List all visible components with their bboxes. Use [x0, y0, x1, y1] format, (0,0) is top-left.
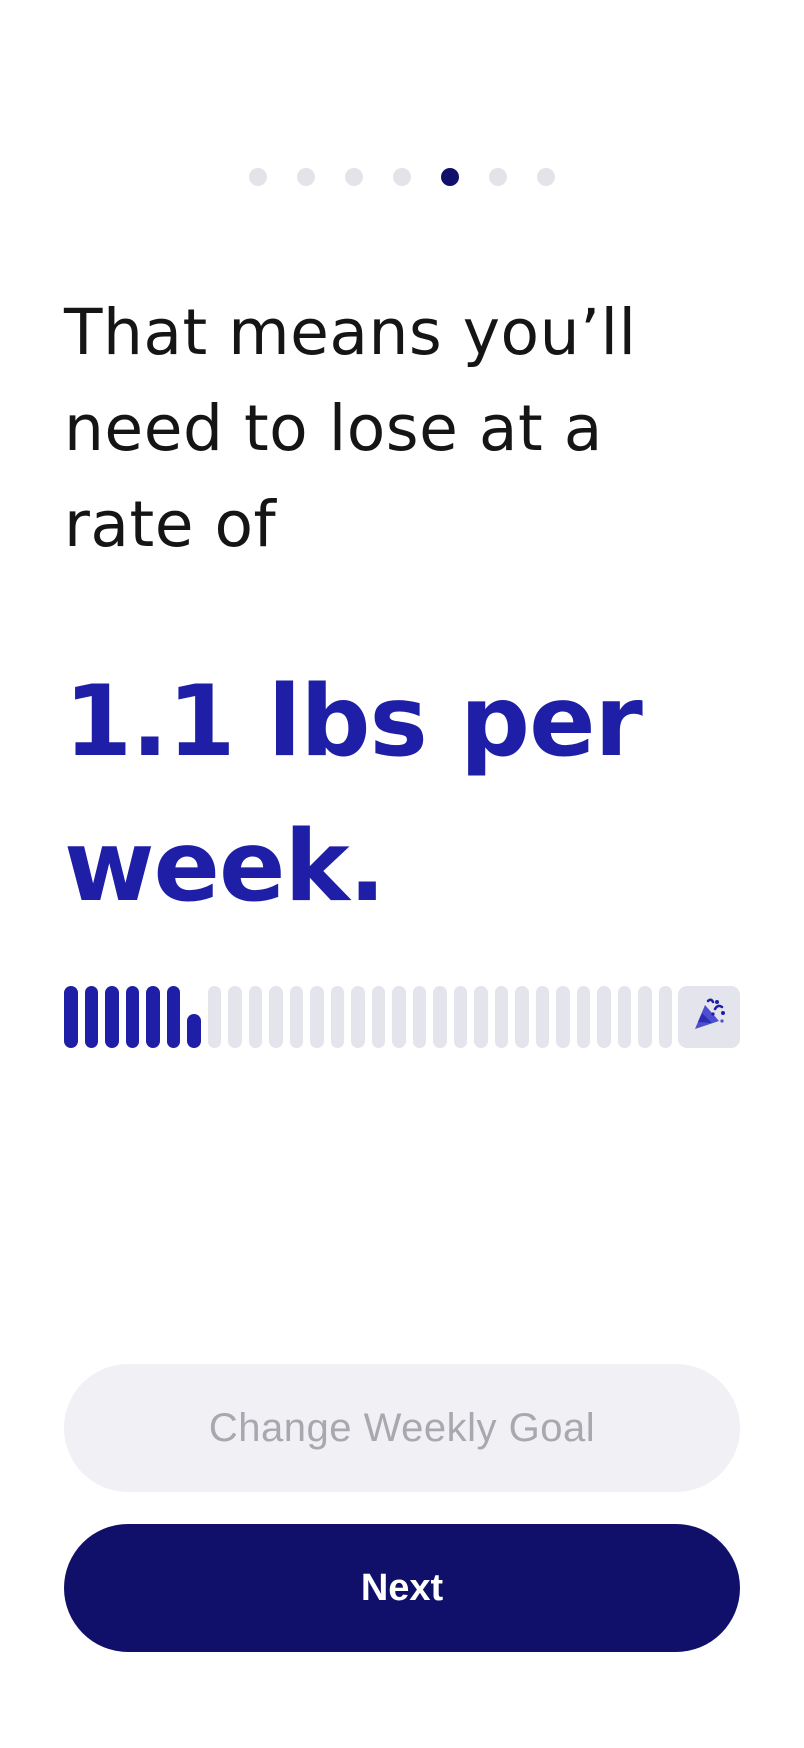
progress-bar-segment [228, 986, 242, 1048]
progress-bar-segment [289, 986, 303, 1048]
weekly-rate-value: 1.1 lbs per week. [64, 665, 643, 924]
progress-bar-segment [125, 986, 139, 1048]
progress-bar-segment [658, 986, 672, 1048]
progress-bar-segment [351, 986, 365, 1048]
progress-bar-segment [515, 986, 529, 1048]
progress-bar-segment [412, 986, 426, 1048]
progress-bar-segment [617, 986, 631, 1048]
step-dot [489, 168, 507, 186]
progress-bar-segment [207, 986, 221, 1048]
progress-bar-segment [105, 986, 119, 1048]
progress-bar-segment [371, 986, 385, 1048]
progress-bar-segment [330, 986, 344, 1048]
change-weekly-goal-button[interactable]: Change Weekly Goal [64, 1364, 740, 1492]
step-dot [297, 168, 315, 186]
step-dot [393, 168, 411, 186]
goal-badge [678, 986, 740, 1048]
party-popper-icon [689, 995, 729, 1039]
progress-bar-segment [187, 1014, 201, 1048]
step-dot [249, 168, 267, 186]
progress-bar-segment [166, 986, 180, 1048]
progress-bar-segment [310, 986, 324, 1048]
progress-bar-segment [146, 986, 160, 1048]
progress-bar-segment [556, 986, 570, 1048]
step-dot [345, 168, 363, 186]
step-indicator [0, 168, 804, 186]
progress-bar-segment [269, 986, 283, 1048]
progress-bar-segment [597, 986, 611, 1048]
goal-progress [64, 986, 740, 1048]
step-dot [537, 168, 555, 186]
progress-bar-segment [638, 986, 652, 1048]
progress-bar-segment [535, 986, 549, 1048]
progress-bar-segment [576, 986, 590, 1048]
progress-bar-segment [248, 986, 262, 1048]
intro-text: That means you’ll need to lose at a rate… [64, 296, 637, 561]
progress-bar-segment [474, 986, 488, 1048]
next-button[interactable]: Next [64, 1524, 740, 1652]
progress-bar-segment [494, 986, 508, 1048]
progress-bars [64, 986, 672, 1048]
step-dot [441, 168, 459, 186]
progress-bar-segment [453, 986, 467, 1048]
progress-bar-segment [64, 986, 78, 1048]
progress-bar-segment [84, 986, 98, 1048]
progress-bar-segment [392, 986, 406, 1048]
progress-bar-segment [433, 986, 447, 1048]
